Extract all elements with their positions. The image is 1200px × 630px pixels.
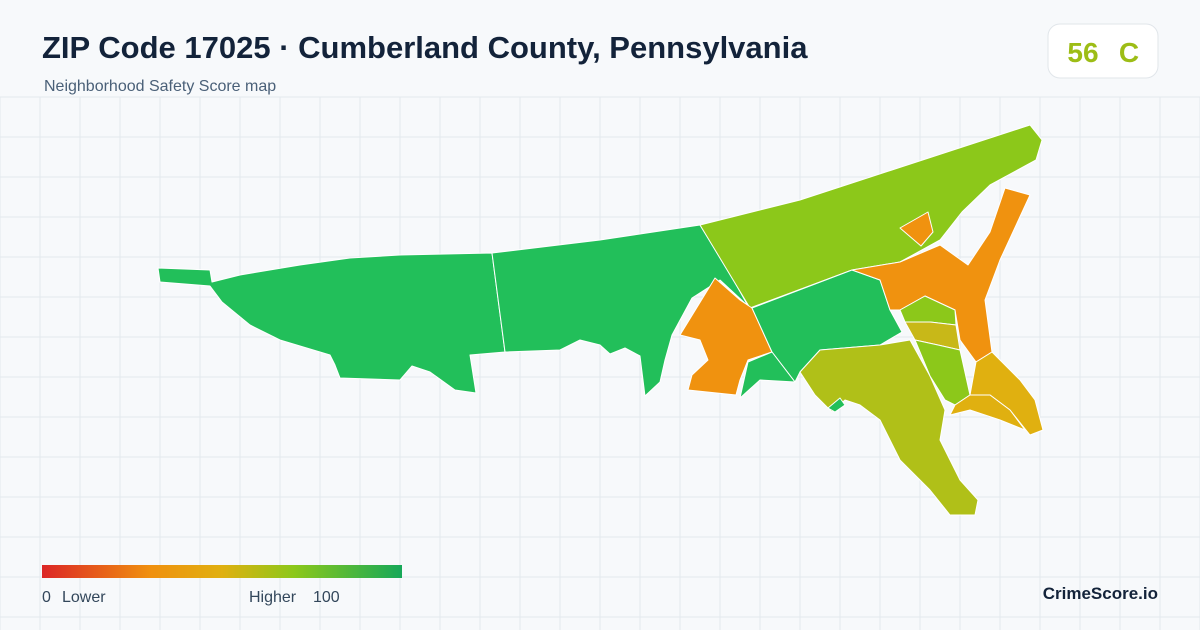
legend-max-label: Higher	[249, 589, 297, 606]
legend-gradient	[42, 565, 402, 578]
zip-map	[157, 124, 1044, 516]
region	[851, 187, 1031, 363]
legend-min: 0	[42, 589, 51, 606]
region	[157, 252, 506, 394]
region	[949, 394, 1026, 431]
region	[827, 397, 846, 413]
brand: CrimeScore.io	[1043, 584, 1158, 603]
legend-min-label: Lower	[62, 589, 106, 606]
region	[899, 211, 934, 247]
score-badge	[1047, 23, 1159, 79]
background-grid	[0, 96, 1200, 630]
region	[739, 351, 796, 399]
title: ZIP Code 17025 · Cumberland County, Penn…	[42, 30, 808, 65]
subtitle: Neighborhood Safety Score map	[44, 78, 276, 95]
legend-max: 100	[313, 589, 340, 606]
score-grade: C	[1119, 37, 1139, 68]
score-value: 56	[1067, 37, 1098, 68]
